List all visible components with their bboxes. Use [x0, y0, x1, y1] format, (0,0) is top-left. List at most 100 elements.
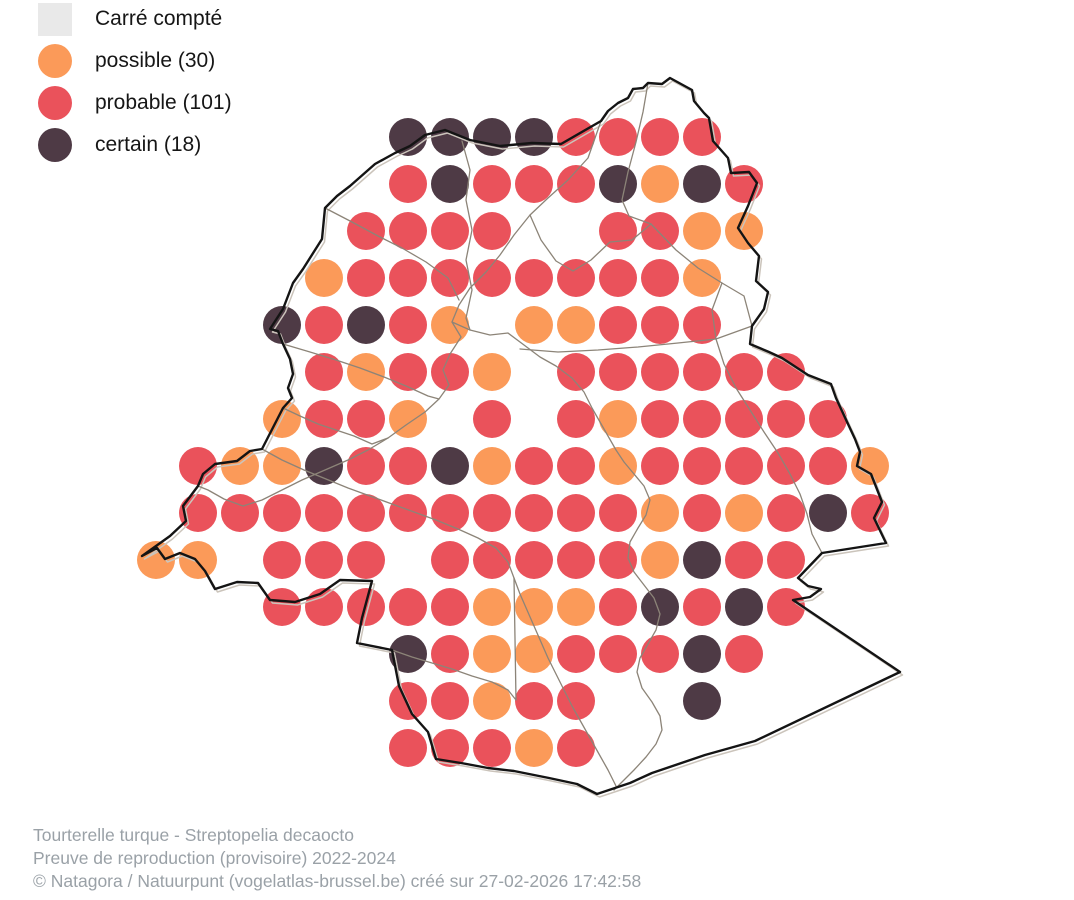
- map-dot-probable: [473, 541, 511, 579]
- legend-item-possible: possible (30): [38, 44, 232, 78]
- map-dot-probable: [263, 588, 301, 626]
- map-dot-probable: [305, 306, 343, 344]
- map-dot-possible: [473, 588, 511, 626]
- map-dot-probable: [767, 588, 805, 626]
- map-dot-possible: [851, 447, 889, 485]
- map-dot-possible: [431, 306, 469, 344]
- map-dot-possible: [515, 588, 553, 626]
- map-dot-possible: [179, 541, 217, 579]
- map-dot-possible: [557, 306, 595, 344]
- map-dot-certain: [347, 306, 385, 344]
- map-dot-possible: [347, 353, 385, 391]
- map-dot-probable: [431, 729, 469, 767]
- commune-boundary-line: [621, 82, 652, 225]
- map-attribution: Tourterelle turque - Streptopelia decaoc…: [33, 824, 641, 893]
- commune-boundary-line: [282, 407, 389, 445]
- map-dot-probable: [683, 494, 721, 532]
- map-dot-probable: [599, 541, 637, 579]
- commune-boundary-line: [711, 282, 823, 554]
- map-dot-probable: [557, 400, 595, 438]
- map-dot-probable: [473, 729, 511, 767]
- map-dot-probable: [641, 447, 679, 485]
- map-dot-possible: [305, 259, 343, 297]
- map-dot-probable: [767, 353, 805, 391]
- map-dot-possible: [725, 494, 763, 532]
- map-dot-certain: [809, 494, 847, 532]
- footer-subtitle-line: Preuve de reproduction (provisoire) 2022…: [33, 848, 396, 868]
- possible-circle-swatch: [38, 44, 72, 78]
- map-dot-probable: [431, 353, 469, 391]
- map-dot-probable: [809, 400, 847, 438]
- map-dot-probable: [305, 353, 343, 391]
- map-dot-probable: [557, 682, 595, 720]
- map-dot-certain: [683, 635, 721, 673]
- map-dot-probable: [599, 635, 637, 673]
- map-dot-possible: [263, 447, 301, 485]
- map-dot-certain: [725, 588, 763, 626]
- map-dot-certain: [683, 682, 721, 720]
- map-dot-certain: [515, 118, 553, 156]
- map-dot-probable: [515, 494, 553, 532]
- map-dot-probable: [431, 682, 469, 720]
- map-dot-probable: [557, 259, 595, 297]
- map-dot-possible: [725, 212, 763, 250]
- map-dot-probable: [347, 212, 385, 250]
- map-dot-probable: [557, 541, 595, 579]
- map-dot-possible: [389, 400, 427, 438]
- legend-label-possible: possible (30): [95, 49, 216, 72]
- map-dot-possible: [473, 682, 511, 720]
- map-dot-probable: [683, 400, 721, 438]
- map-dot-probable: [389, 588, 427, 626]
- map-dot-certain: [431, 118, 469, 156]
- map-dot-probable: [557, 353, 595, 391]
- map-dot-probable: [515, 259, 553, 297]
- footer-copyright-line: © Natagora / Natuurpunt (vogelatlas-brus…: [33, 871, 642, 891]
- map-dot-possible: [515, 635, 553, 673]
- map-dot-probable: [557, 118, 595, 156]
- map-dot-probable: [683, 447, 721, 485]
- map-dot-probable: [431, 588, 469, 626]
- map-dot-probable: [347, 259, 385, 297]
- map-dot-possible: [473, 635, 511, 673]
- map-dot-certain: [431, 447, 469, 485]
- map-dot-probable: [851, 494, 889, 532]
- commune-boundary-line: [650, 223, 753, 327]
- probable-circle-swatch: [38, 86, 72, 120]
- map-dot-probable: [641, 400, 679, 438]
- map-dot-certain: [683, 541, 721, 579]
- map-dot-probable: [389, 259, 427, 297]
- legend: Carré compté possible (30) probable (101…: [38, 2, 232, 170]
- map-dot-probable: [515, 165, 553, 203]
- map-dot-certain: [599, 165, 637, 203]
- map-dot-probable: [683, 353, 721, 391]
- legend-item-certain: certain (18): [38, 128, 232, 162]
- map-dot-probable: [809, 447, 847, 485]
- map-dot-probable: [767, 400, 805, 438]
- map-dot-probable: [473, 494, 511, 532]
- map-dot-possible: [641, 165, 679, 203]
- map-dot-probable: [347, 541, 385, 579]
- map-dot-probable: [641, 118, 679, 156]
- map-dot-probable: [473, 165, 511, 203]
- map-dot-probable: [641, 353, 679, 391]
- map-dot-probable: [725, 353, 763, 391]
- footer-species-line: Tourterelle turque - Streptopelia decaoc…: [33, 825, 355, 845]
- map-dot-probable: [641, 212, 679, 250]
- legend-label-probable: probable (101): [95, 91, 232, 114]
- map-dot-possible: [515, 729, 553, 767]
- map-dot-probable: [557, 729, 595, 767]
- map-dot-certain: [431, 165, 469, 203]
- map-dot-possible: [641, 541, 679, 579]
- map-dot-probable: [599, 306, 637, 344]
- commune-boundary-line: [197, 120, 602, 507]
- map-dot-probable: [515, 447, 553, 485]
- map-dot-probable: [767, 494, 805, 532]
- map-dot-probable: [557, 494, 595, 532]
- map-dot-certain: [389, 118, 427, 156]
- map-dot-certain: [473, 118, 511, 156]
- commune-boundary-line: [391, 577, 517, 701]
- map-dot-probable: [725, 447, 763, 485]
- map-dot-probable: [389, 494, 427, 532]
- map-dot-probable: [599, 353, 637, 391]
- map-dot-probable: [683, 588, 721, 626]
